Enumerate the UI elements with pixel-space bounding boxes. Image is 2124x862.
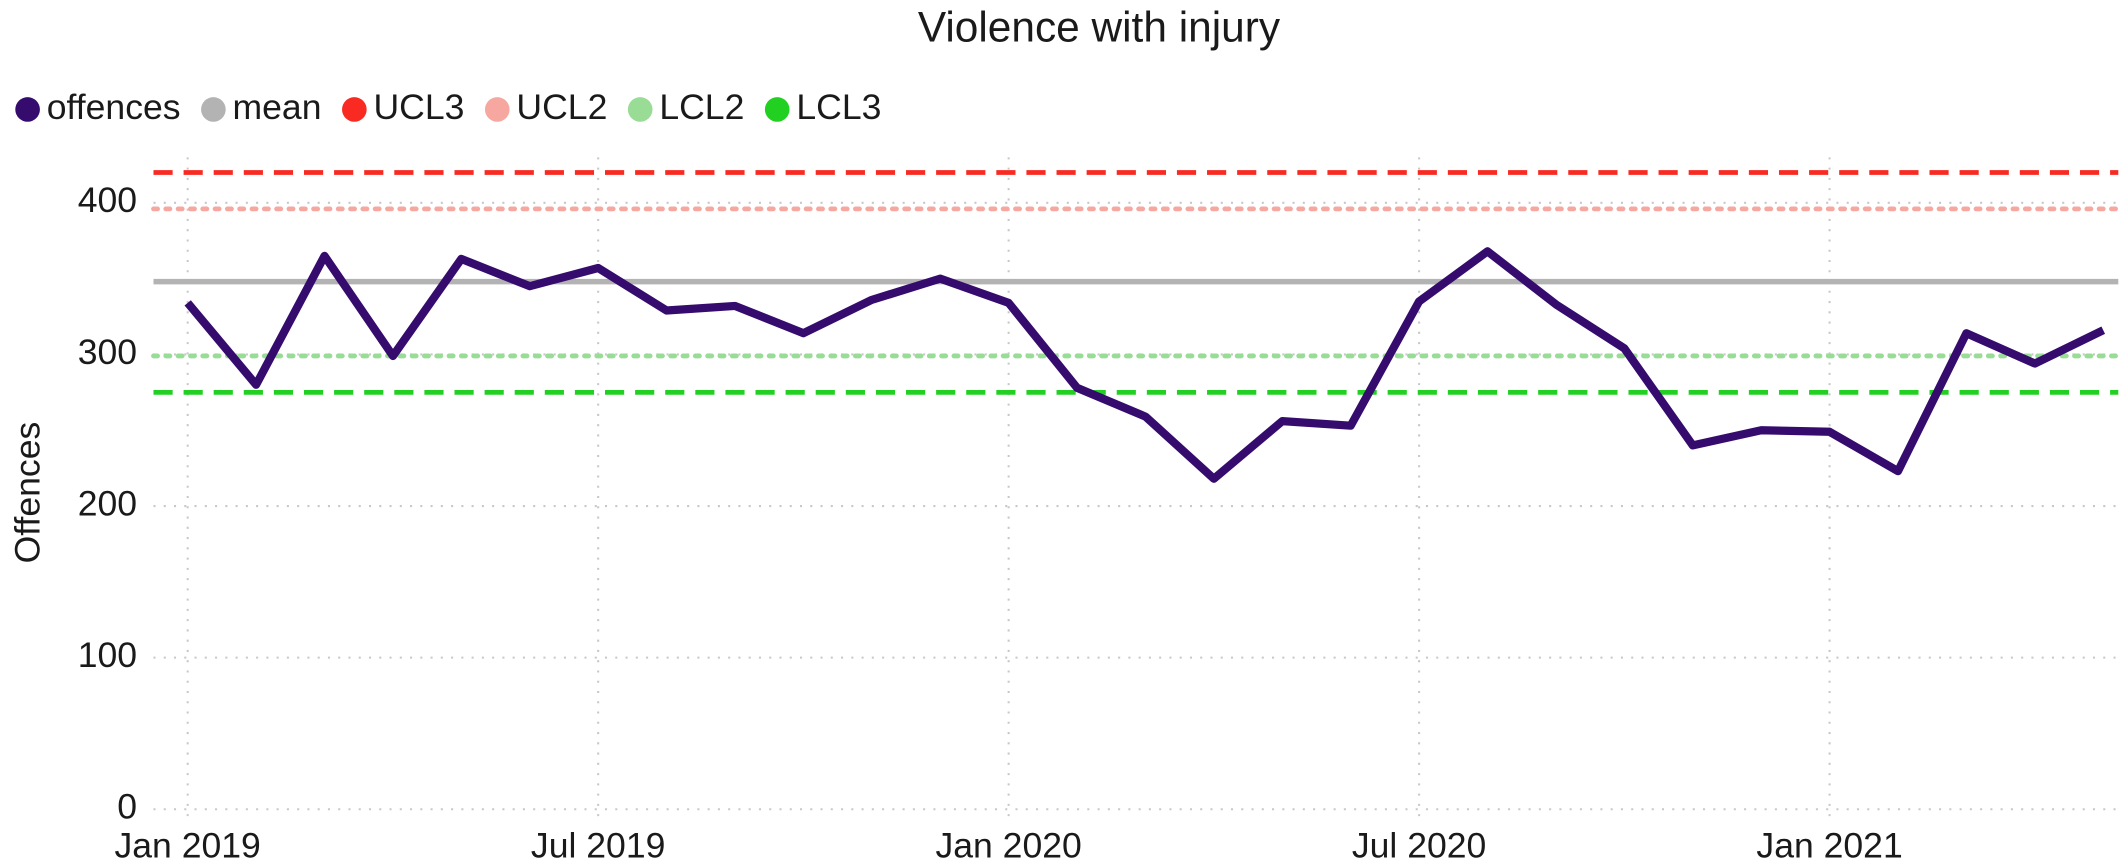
legend-marker — [201, 97, 226, 122]
legend-marker — [627, 97, 653, 122]
legend-label: UCL2 — [516, 87, 607, 127]
x-tick-label: Jan 2020 — [935, 826, 1081, 862]
chart-title: Violence with injury — [918, 3, 1281, 50]
y-axis-label: Offences — [8, 422, 48, 564]
x-tick-label: Jan 2019 — [115, 826, 261, 862]
legend-label: mean — [233, 87, 322, 127]
y-tick-label: 300 — [78, 332, 137, 372]
legend-label: offences — [47, 87, 181, 127]
x-tick-label: Jul 2019 — [531, 826, 665, 862]
legend-label: UCL3 — [374, 87, 465, 127]
y-tick-label: 200 — [78, 483, 137, 523]
legend-marker — [342, 97, 367, 122]
y-tick-label: 0 — [117, 787, 137, 827]
x-tick-label: Jul 2020 — [1352, 826, 1486, 862]
y-tick-label: 400 — [78, 180, 137, 220]
data-line — [184, 247, 2106, 483]
legend-marker — [15, 97, 40, 122]
y-tick-label: 100 — [78, 635, 137, 675]
legend-label: LCL3 — [796, 87, 881, 127]
x-tick-label: Jan 2021 — [1756, 826, 1902, 862]
legend-marker — [484, 97, 510, 122]
legend-label: LCL2 — [659, 87, 744, 127]
legend-marker — [764, 97, 790, 122]
